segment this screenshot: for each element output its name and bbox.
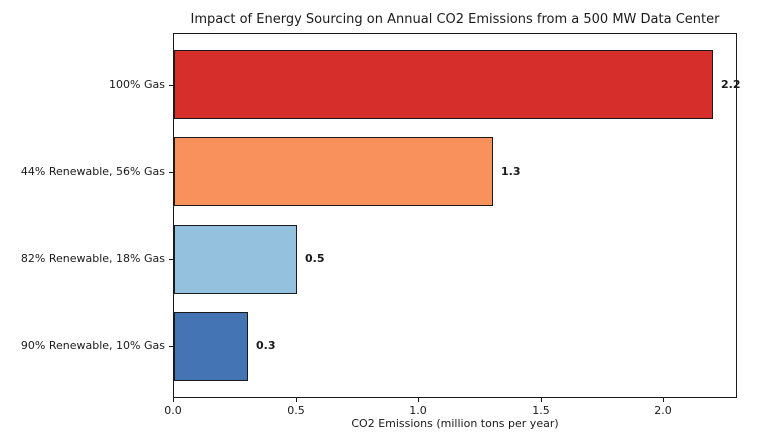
bar-2 bbox=[174, 137, 493, 206]
y-category-label: 44% Renewable, 56% Gas bbox=[20, 165, 165, 178]
y-category-label: 100% Gas bbox=[109, 78, 165, 91]
y-tick-mark bbox=[169, 172, 173, 173]
x-tick-mark bbox=[173, 398, 174, 402]
bar-value-label: 0.3 bbox=[256, 339, 276, 352]
chart-title: Impact of Energy Sourcing on Annual CO2 … bbox=[190, 12, 720, 27]
bar-1 bbox=[174, 50, 713, 119]
bar-value-label: 1.3 bbox=[501, 165, 521, 178]
x-tick-label: 1.5 bbox=[532, 404, 550, 417]
y-tick-mark bbox=[169, 259, 173, 260]
bar-4 bbox=[174, 312, 248, 381]
y-category-label: 90% Renewable, 10% Gas bbox=[20, 339, 165, 352]
x-tick-mark bbox=[541, 398, 542, 402]
x-tick-label: 0.0 bbox=[164, 404, 182, 417]
bar-value-label: 0.5 bbox=[305, 252, 325, 265]
x-tick-label: 0.5 bbox=[287, 404, 305, 417]
x-axis-title: CO2 Emissions (million tons per year) bbox=[351, 417, 559, 430]
y-tick-mark bbox=[169, 85, 173, 86]
x-tick-label: 1.0 bbox=[409, 404, 427, 417]
y-category-label: 82% Renewable, 18% Gas bbox=[20, 252, 165, 265]
x-tick-mark bbox=[663, 398, 664, 402]
x-tick-mark bbox=[296, 398, 297, 402]
x-tick-label: 2.0 bbox=[654, 404, 672, 417]
bar-3 bbox=[174, 225, 297, 294]
bar-value-label: 2.2 bbox=[721, 78, 741, 91]
y-tick-mark bbox=[169, 346, 173, 347]
x-tick-mark bbox=[418, 398, 419, 402]
